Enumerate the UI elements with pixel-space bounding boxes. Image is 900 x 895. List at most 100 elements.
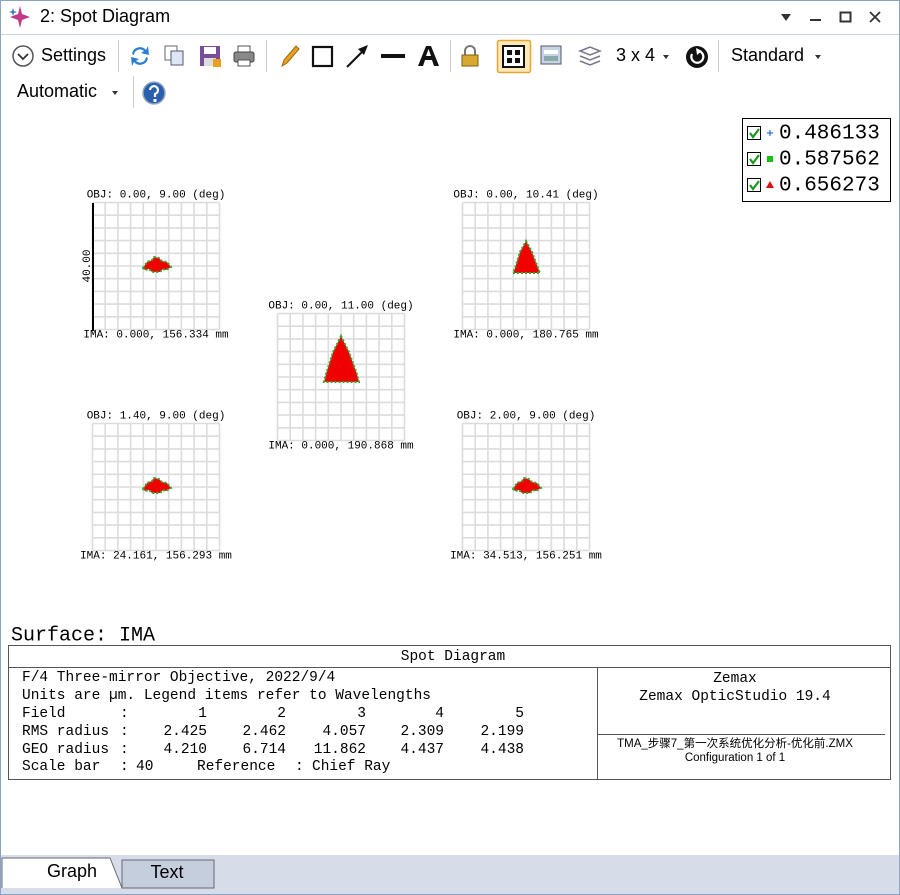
legend-checkbox (747, 178, 761, 192)
product: Zemax OpticStudio 19.4 (639, 689, 830, 705)
layout-dropdown[interactable]: 3 x 4 (616, 45, 669, 65)
tab-bar: Graph Text (1, 855, 899, 894)
info-table: Field: 1 2 3 4 5 RMS radius: 2.425 2.462 4.057 2.3… (22, 706, 524, 758)
cell: 4.057 (322, 724, 366, 740)
toolbar-row-2: Automatic (17, 76, 166, 108)
minimize-button[interactable] (810, 19, 821, 21)
cell: 2.462 (242, 724, 286, 740)
legend-label: 0.587562 (779, 149, 880, 172)
cell: 2.425 (163, 724, 207, 740)
style-dropdown[interactable]: Standard (731, 45, 821, 65)
style-label: Standard (731, 45, 804, 65)
legend-check (749, 180, 760, 191)
field-label: OBJ: 0.00, 9.00 (deg) (87, 189, 226, 201)
toolbar: Settings (12, 39, 821, 74)
auto-apply-button[interactable] (686, 46, 708, 68)
cell: 2.309 (400, 724, 444, 740)
cell: 6.714 (242, 742, 286, 758)
legend-checkbox (747, 152, 761, 166)
layout-label: 3 x 4 (616, 45, 655, 65)
legend-label: 0.656273 (779, 175, 880, 198)
scale-bar-label: 40.00 (82, 249, 94, 282)
image-label: IMA: 0.000, 190.868 mm (268, 440, 414, 452)
layers-button[interactable] (577, 46, 603, 66)
close-button[interactable] (869, 11, 881, 23)
legend-marker (766, 181, 774, 188)
legend-label: 0.486133 (779, 123, 880, 146)
field-label: OBJ: 0.00, 11.00 (deg) (268, 300, 413, 312)
spot (511, 476, 543, 494)
info-units: Units are µm. Legend items refer to Wave… (22, 688, 431, 704)
tab-text[interactable] (121, 859, 215, 889)
row-label: RMS radius (22, 724, 109, 740)
plot-area: OBJ: 0.00, 9.00 (deg) IMA: 0.000, 156.334… (80, 189, 602, 562)
tab-label: Text (150, 862, 183, 882)
field-label: OBJ: 0.00, 10.41 (deg) (453, 189, 598, 201)
legend: 0.486133 0.587562 0.656273 (742, 118, 891, 202)
pencil-tool[interactable] (281, 45, 300, 68)
separator-colon: : (120, 759, 129, 775)
maximize-button[interactable] (839, 11, 852, 23)
refresh-dropdown[interactable]: Automatic (17, 81, 118, 101)
separator-colon: : (120, 742, 129, 758)
field-label: OBJ: 1.40, 9.00 (deg) (87, 410, 226, 422)
window-menu-button[interactable] (781, 14, 791, 21)
text-tool[interactable] (418, 46, 439, 66)
info-title: F/4 Three-mirror Objective, 2022/9/4 (22, 670, 335, 686)
tab-label: Graph (47, 861, 97, 881)
title-bar: 2: Spot Diagram (9, 6, 881, 28)
window-layout-button[interactable] (540, 45, 562, 65)
window-title: 2: Spot Diagram (40, 6, 170, 26)
info-header: Spot Diagram (401, 649, 505, 665)
lock-button[interactable] (461, 45, 479, 67)
cell: 4.438 (480, 742, 524, 758)
update-button[interactable] (131, 46, 149, 66)
spot (141, 255, 173, 273)
scale-bar-value: 40 (136, 759, 153, 775)
reference-name: Reference (197, 759, 275, 775)
save-button[interactable] (200, 46, 221, 67)
rectangle-tool[interactable] (311, 45, 334, 68)
grid-toggle-button[interactable] (496, 39, 532, 74)
spot (322, 333, 361, 383)
row-label: GEO radius (22, 742, 109, 758)
spot (141, 476, 173, 494)
separator-colon: : (295, 759, 304, 775)
legend-check (749, 128, 760, 139)
spot (511, 238, 542, 274)
surface-label: Surface: IMA (11, 624, 155, 647)
legend-checkbox (747, 126, 761, 140)
cell: 4.210 (163, 742, 207, 758)
file-name: TMA_步骤7_第一次系统优化分析-优化前.ZMX (617, 736, 853, 750)
image-label: IMA: 0.000, 180.765 mm (453, 329, 599, 341)
line-tool[interactable] (381, 54, 405, 58)
legend-check (749, 154, 760, 165)
info-panel: Spot Diagram F/4 Three-mirror Objective,… (8, 645, 891, 780)
field-label: OBJ: 2.00, 9.00 (deg) (457, 410, 596, 422)
image-label: IMA: 0.000, 156.334 mm (83, 329, 229, 341)
row-label: Field (22, 706, 66, 722)
legend-marker (767, 156, 773, 162)
copy-button[interactable] (164, 45, 184, 66)
separator-colon: : (120, 706, 129, 722)
app-icon (9, 6, 30, 28)
cell: 1 (198, 706, 207, 722)
separator-colon: : (120, 724, 129, 740)
scale-bar-name: Scale bar (22, 759, 100, 775)
cell: 3 (357, 706, 366, 722)
cell: 11.862 (314, 742, 366, 758)
reference-value: Chief Ray (312, 759, 391, 775)
print-button[interactable] (233, 45, 255, 67)
refresh-label: Automatic (17, 81, 97, 101)
cell: 2.199 (480, 724, 524, 740)
cell: 4.437 (400, 742, 444, 758)
cell: 2 (277, 706, 286, 722)
tab-graph[interactable] (1, 857, 123, 889)
settings-button[interactable]: Settings (12, 45, 106, 67)
arrow-tool[interactable] (346, 45, 368, 68)
cell: 4 (435, 706, 444, 722)
cell: 5 (515, 706, 524, 722)
help-button[interactable] (142, 81, 166, 105)
legend-marker (767, 130, 773, 136)
